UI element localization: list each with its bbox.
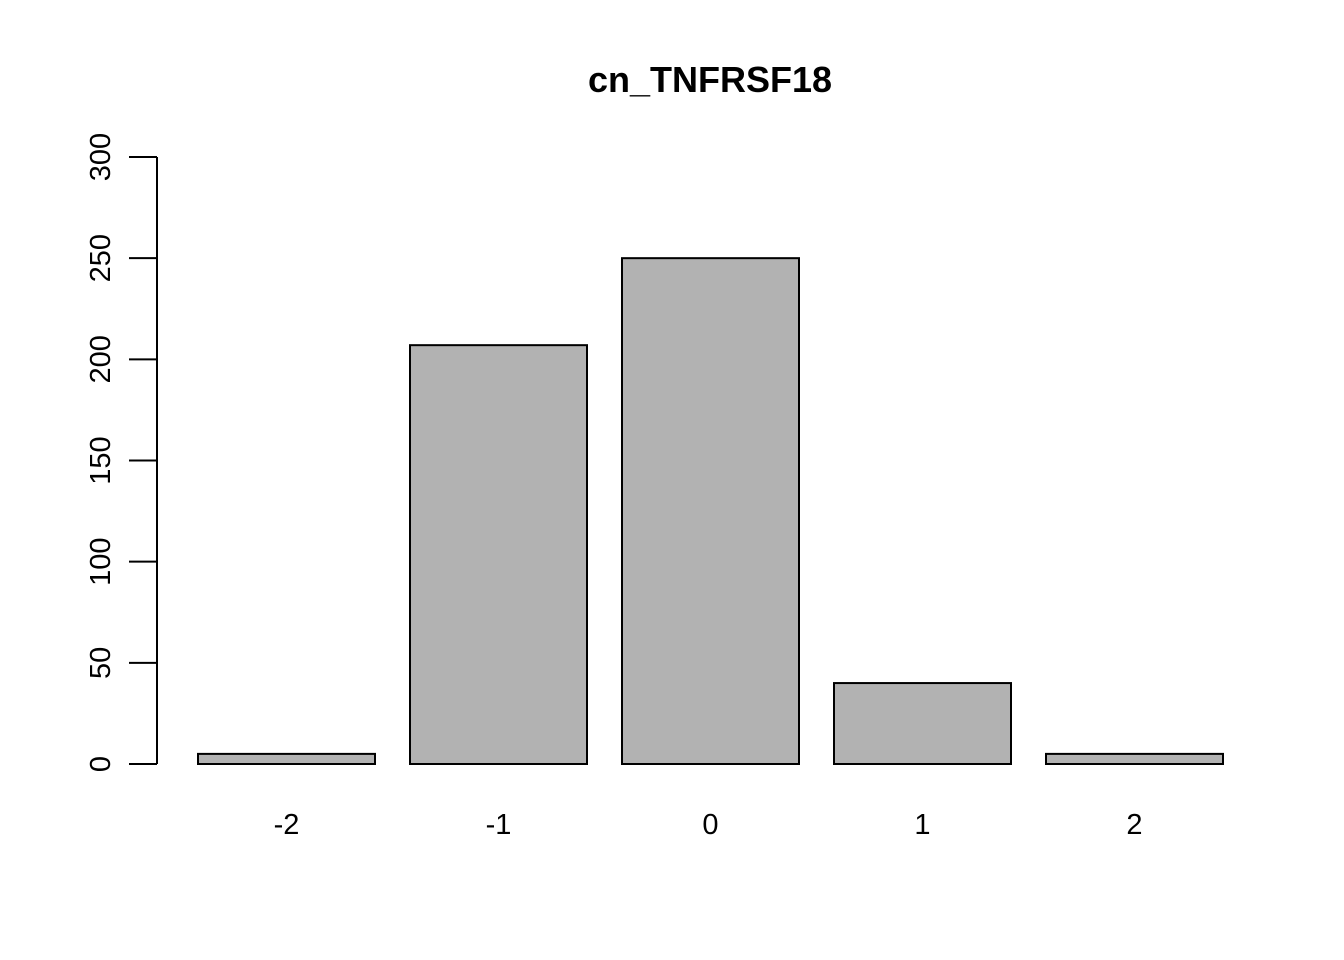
bars: [197, 257, 1224, 766]
x-tick-label: -2: [274, 809, 300, 841]
x-tick-labels: -2 -1 0 1 2: [274, 809, 1143, 841]
y-tick-label: 100: [85, 537, 117, 585]
bar-2: [1045, 752, 1224, 766]
y-tick-label: 300: [85, 133, 117, 181]
bar-0: [621, 257, 800, 765]
bar--2: [197, 752, 376, 766]
y-tick-label: 150: [85, 436, 117, 484]
x-tick-label: 0: [702, 809, 718, 841]
y-tick-label: 50: [85, 647, 117, 679]
x-tick-label: -1: [486, 809, 512, 841]
x-tick-label: 1: [914, 809, 930, 841]
x-tick-label: 2: [1126, 809, 1142, 841]
y-tick-label: 0: [85, 756, 117, 772]
y-tick-label: 250: [85, 234, 117, 282]
y-axis: 0 50 100 150 200 250 300: [85, 133, 158, 772]
chart-title: cn_TNFRSF18: [588, 59, 832, 100]
bar-1: [833, 682, 1012, 765]
bar--1: [409, 344, 588, 765]
y-tick-label: 200: [85, 335, 117, 383]
